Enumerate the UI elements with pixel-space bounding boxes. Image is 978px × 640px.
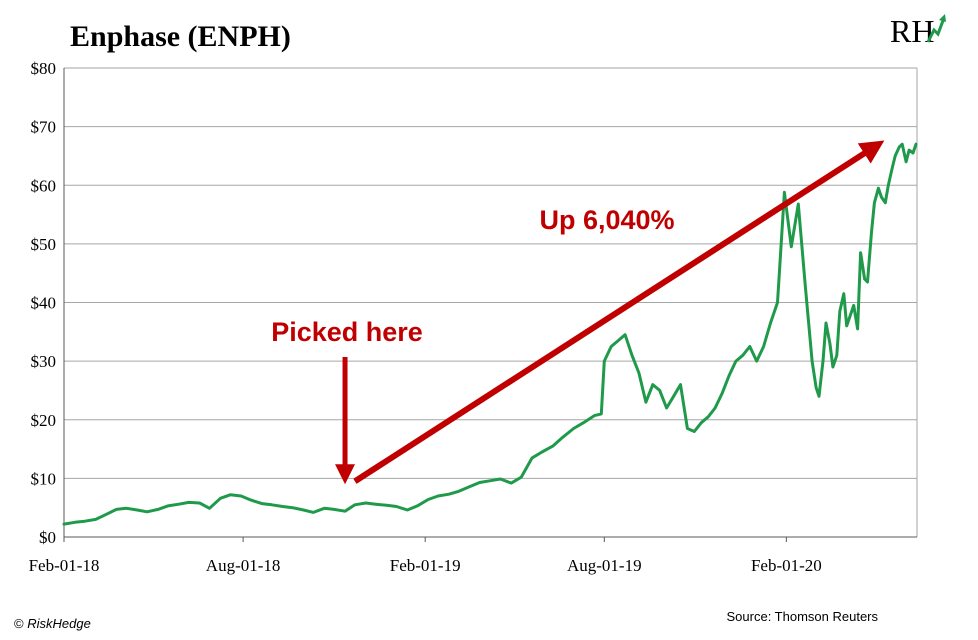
x-tick-label: Feb-01-20 <box>751 556 822 575</box>
x-tick-label: Feb-01-18 <box>29 556 100 575</box>
chart-title: Enphase (ENPH) <box>70 20 291 53</box>
logo-arrowhead <box>939 14 946 22</box>
y-tick-label: $30 <box>31 352 57 371</box>
logo-text: RH <box>890 13 934 49</box>
y-tick-label: $10 <box>31 469 57 488</box>
y-tick-label: $60 <box>31 176 57 195</box>
x-tick-label: Feb-01-19 <box>390 556 461 575</box>
gain-arrow <box>353 140 885 484</box>
gain-label: Up 6,040% <box>539 205 674 235</box>
x-tick-label: Aug-01-18 <box>206 556 281 575</box>
y-tick-label: $70 <box>31 118 57 137</box>
x-tick-label: Aug-01-19 <box>567 556 642 575</box>
axes <box>63 67 918 542</box>
y-axis-tick-labels: $0 $10 $20 $30 $40 $50 $60 $70 $80 <box>31 59 57 547</box>
picked-here-label: Picked here <box>271 317 423 347</box>
riskhedge-logo: RH <box>888 8 950 55</box>
price-line <box>62 142 918 526</box>
y-tick-label: $20 <box>31 411 57 430</box>
copyright-note: © RiskHedge <box>14 616 91 631</box>
copyright-brand: RiskHedge <box>27 616 91 631</box>
copyright-symbol: © <box>14 616 24 631</box>
y-tick-label: $0 <box>39 528 56 547</box>
x-axis-tick-labels: Feb-01-18 Aug-01-18 Feb-01-19 Aug-01-19 Feb-… <box>29 556 822 575</box>
gridlines <box>64 67 917 479</box>
y-tick-label: $40 <box>31 294 57 313</box>
y-tick-label: $80 <box>31 59 57 78</box>
series-layer <box>62 142 918 526</box>
y-tick-label: $50 <box>31 235 57 254</box>
source-note: Source: Thomson Reuters <box>726 609 879 624</box>
annotations: Picked here Up 6,040% <box>271 140 885 485</box>
logo-arrow-line <box>926 17 946 43</box>
